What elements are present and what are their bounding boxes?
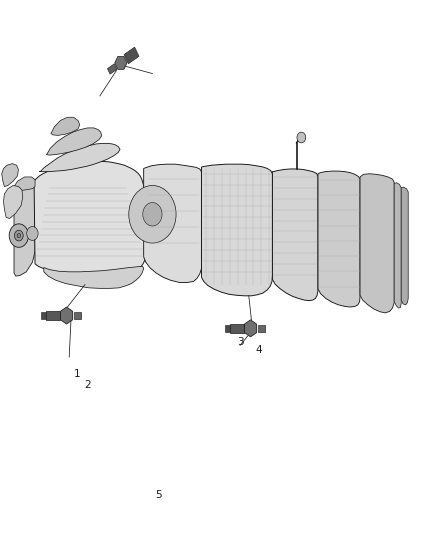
Polygon shape	[107, 64, 117, 74]
Circle shape	[143, 203, 162, 226]
Polygon shape	[124, 47, 139, 64]
Circle shape	[17, 233, 21, 238]
Polygon shape	[115, 56, 127, 69]
Polygon shape	[360, 174, 394, 313]
Circle shape	[129, 185, 176, 243]
Polygon shape	[14, 178, 35, 276]
Polygon shape	[244, 320, 257, 337]
Bar	[258, 325, 265, 332]
Text: 2: 2	[84, 381, 91, 390]
Polygon shape	[34, 161, 147, 279]
Circle shape	[14, 230, 23, 241]
Bar	[46, 311, 60, 320]
Polygon shape	[46, 128, 102, 155]
Bar	[225, 325, 230, 332]
Polygon shape	[201, 164, 272, 296]
Bar	[230, 324, 244, 333]
Circle shape	[297, 132, 306, 143]
Polygon shape	[394, 183, 401, 308]
Polygon shape	[401, 187, 408, 305]
Text: 4: 4	[255, 345, 262, 354]
Text: 5: 5	[155, 490, 162, 499]
Circle shape	[27, 227, 38, 240]
Text: 3: 3	[237, 337, 244, 347]
Polygon shape	[144, 164, 201, 282]
Polygon shape	[318, 171, 360, 307]
Polygon shape	[39, 143, 120, 172]
Polygon shape	[14, 177, 35, 201]
Bar	[41, 312, 46, 319]
Polygon shape	[2, 164, 18, 187]
Polygon shape	[44, 266, 144, 288]
Polygon shape	[51, 117, 80, 135]
Polygon shape	[60, 307, 73, 324]
Bar	[74, 312, 81, 319]
Polygon shape	[4, 185, 23, 219]
Circle shape	[9, 224, 28, 247]
Polygon shape	[272, 169, 318, 301]
Text: 1: 1	[73, 369, 80, 379]
